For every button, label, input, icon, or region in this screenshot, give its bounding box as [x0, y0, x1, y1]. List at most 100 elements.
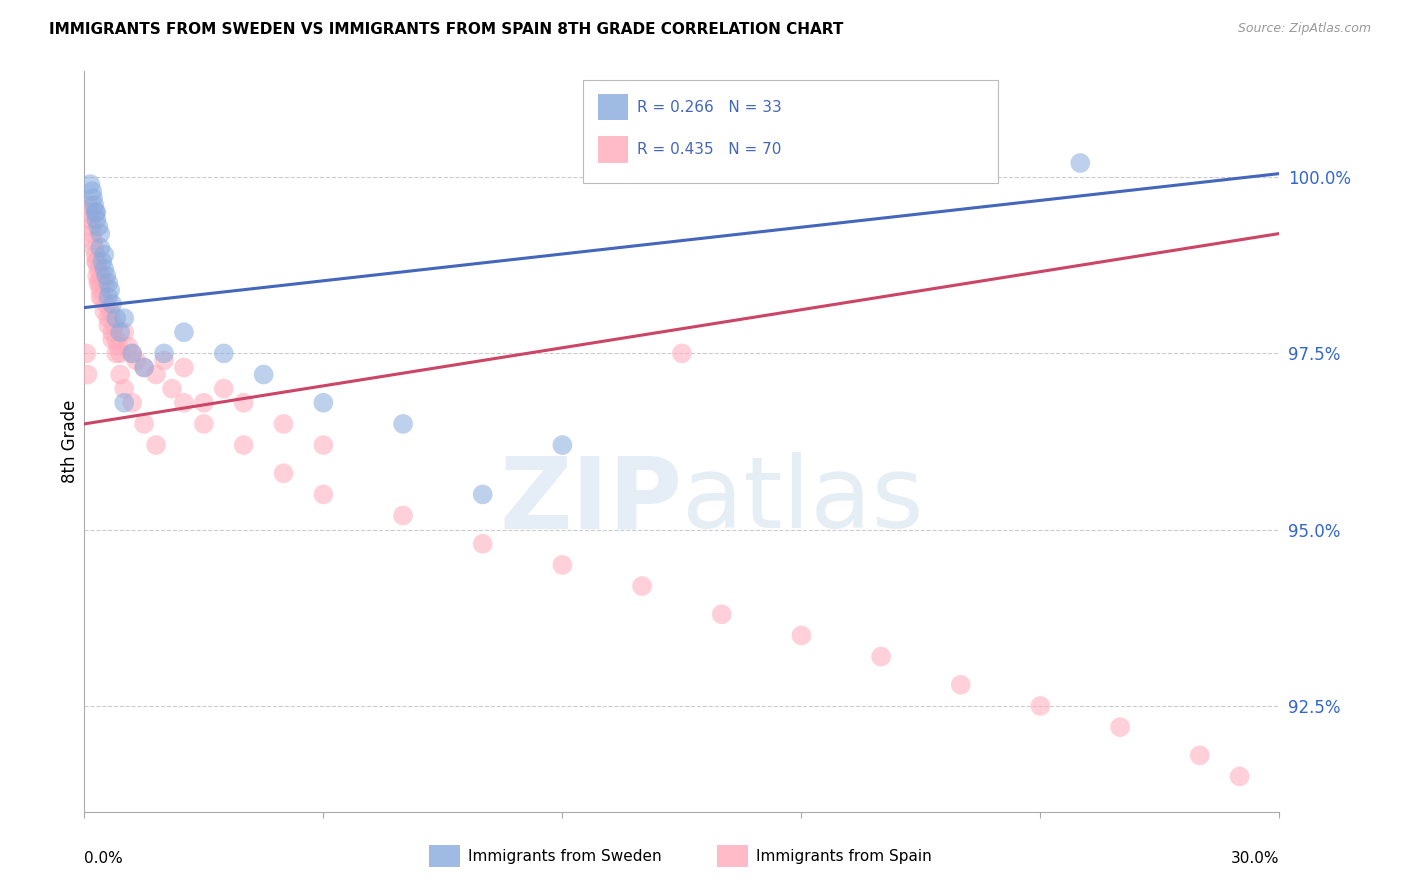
Point: [631, 579, 654, 593]
Point: [671, 346, 693, 360]
Point: [84, 248, 107, 262]
Point: [173, 360, 195, 375]
Point: [1188, 748, 1211, 763]
Point: [193, 417, 215, 431]
Point: [173, 396, 195, 410]
Point: [82, 234, 104, 248]
Point: [86, 205, 108, 219]
Point: [98, 304, 121, 318]
Point: [96, 268, 118, 283]
Point: [145, 368, 167, 382]
Point: [107, 339, 129, 353]
Point: [273, 417, 295, 431]
Point: [83, 241, 105, 255]
Point: [82, 184, 104, 198]
Text: ZIP: ZIP: [499, 452, 682, 549]
Point: [121, 346, 143, 360]
Point: [97, 318, 120, 333]
Point: [112, 325, 135, 339]
Point: [86, 254, 108, 268]
Point: [710, 607, 733, 622]
Point: [86, 268, 108, 283]
Point: [97, 290, 120, 304]
Point: [101, 332, 124, 346]
Point: [110, 346, 132, 360]
Point: [89, 290, 111, 304]
Point: [84, 205, 107, 219]
Point: [93, 304, 115, 318]
Point: [551, 558, 574, 572]
Point: [101, 297, 124, 311]
Point: [121, 346, 143, 360]
Text: R = 0.266   N = 33: R = 0.266 N = 33: [637, 100, 782, 114]
Point: [101, 325, 124, 339]
Point: [132, 417, 156, 431]
Point: [82, 227, 104, 241]
Point: [312, 396, 335, 410]
Point: [82, 191, 104, 205]
Point: [91, 290, 114, 304]
Text: atlas: atlas: [682, 452, 924, 549]
Point: [77, 198, 100, 212]
Point: [949, 678, 972, 692]
Point: [97, 311, 120, 326]
Point: [93, 248, 115, 262]
Point: [97, 276, 120, 290]
Point: [153, 346, 176, 360]
Point: [76, 368, 98, 382]
Point: [273, 467, 295, 481]
Point: [193, 396, 215, 410]
Point: [1229, 769, 1251, 783]
Point: [1069, 156, 1091, 170]
Point: [112, 311, 135, 326]
Point: [87, 276, 110, 290]
Point: [89, 241, 111, 255]
Point: [551, 438, 574, 452]
Point: [93, 276, 115, 290]
Point: [173, 325, 195, 339]
Point: [160, 382, 183, 396]
Point: [132, 360, 156, 375]
Point: [93, 261, 115, 276]
Point: [870, 649, 893, 664]
Point: [98, 283, 121, 297]
Point: [232, 396, 254, 410]
Text: 30.0%: 30.0%: [1232, 850, 1279, 865]
Point: [110, 368, 132, 382]
Text: Source: ZipAtlas.com: Source: ZipAtlas.com: [1237, 22, 1371, 36]
Point: [132, 360, 156, 375]
Point: [105, 332, 128, 346]
Point: [80, 219, 103, 234]
Point: [212, 382, 235, 396]
Point: [790, 628, 813, 642]
Point: [471, 487, 494, 501]
Text: Immigrants from Spain: Immigrants from Spain: [756, 849, 932, 863]
Point: [125, 353, 148, 368]
Point: [96, 297, 118, 311]
Point: [75, 346, 97, 360]
Text: R = 0.435   N = 70: R = 0.435 N = 70: [637, 143, 782, 157]
Point: [103, 318, 125, 333]
Point: [392, 417, 415, 431]
Point: [79, 177, 101, 191]
Point: [1109, 720, 1132, 734]
Y-axis label: 8th Grade: 8th Grade: [60, 400, 79, 483]
Point: [83, 198, 105, 212]
Point: [87, 219, 110, 234]
Text: Immigrants from Sweden: Immigrants from Sweden: [468, 849, 662, 863]
Point: [87, 261, 110, 276]
Text: 0.0%: 0.0%: [84, 850, 124, 865]
Point: [471, 537, 494, 551]
Point: [105, 311, 128, 326]
Point: [145, 438, 167, 452]
Point: [79, 205, 101, 219]
Point: [253, 368, 276, 382]
Point: [89, 283, 111, 297]
Point: [112, 396, 135, 410]
Point: [153, 353, 176, 368]
Point: [77, 212, 100, 227]
Point: [121, 396, 143, 410]
Point: [86, 254, 108, 268]
Point: [86, 212, 108, 227]
Point: [392, 508, 415, 523]
